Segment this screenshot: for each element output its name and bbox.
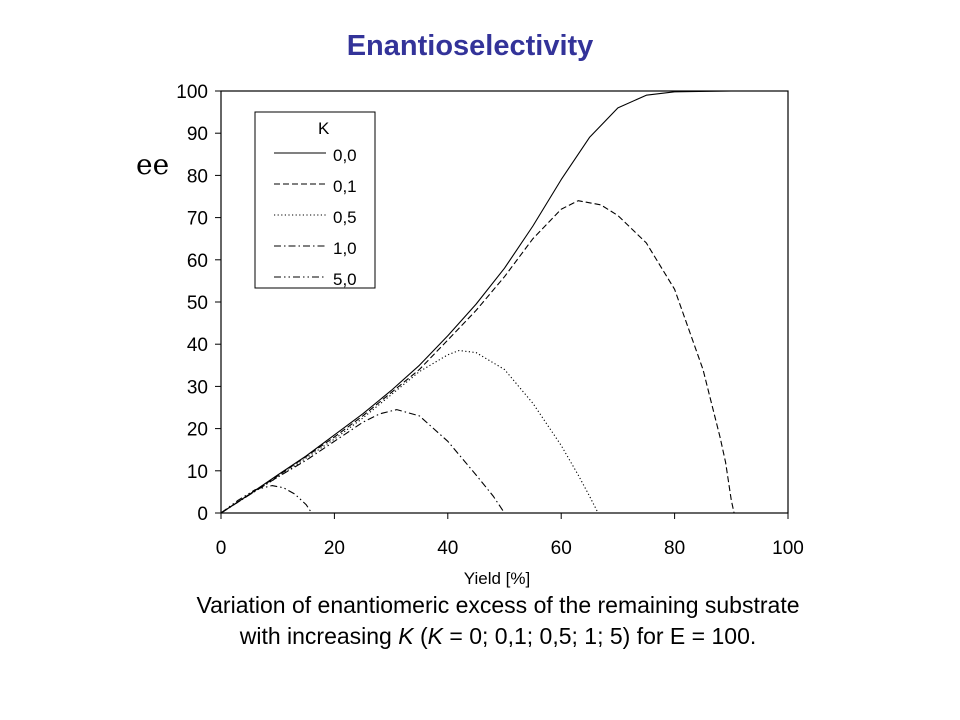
y-tick-label: 80 — [187, 166, 208, 187]
series-line-k-0-5 — [220, 349, 599, 514]
caption-k: K — [427, 623, 443, 649]
x-axis: 0 20 40 60 80 100 — [216, 513, 804, 559]
legend-title: K — [318, 119, 330, 138]
y-axis: 0 10 20 30 40 50 60 70 80 90 100 — [176, 82, 221, 525]
series-line-k-0-1 — [220, 200, 735, 514]
y-tick-label: 100 — [176, 82, 208, 103]
series-group — [220, 90, 788, 514]
y-tick-label: 60 — [187, 251, 208, 272]
x-tick-label: 20 — [324, 538, 345, 559]
caption-line-1: Variation of enantiomeric excess of the … — [196, 592, 800, 618]
y-tick-label: 20 — [187, 420, 208, 441]
y-tick-label: 90 — [187, 124, 208, 145]
caption-text: ( — [413, 623, 428, 649]
y-tick-label: 40 — [187, 335, 208, 356]
y-axis-label: ee — [136, 148, 169, 181]
legend-label: 0,0 — [333, 146, 357, 165]
y-tick-label: 50 — [187, 293, 208, 314]
caption-text: = 0; 0,1; 0,5; 1; 5) for E = 100. — [443, 623, 757, 649]
legend: K 0,0 0,1 0,5 1,0 5,0 — [254, 111, 376, 289]
y-tick-label: 30 — [187, 377, 208, 398]
legend-label: 0,1 — [333, 177, 357, 196]
legend-box — [254, 111, 376, 289]
x-tick-label: 0 — [216, 538, 227, 559]
series-line-k-5-0 — [220, 485, 313, 514]
y-tick-label: 70 — [187, 209, 208, 230]
x-tick-label: 40 — [437, 538, 458, 559]
x-tick-label: 60 — [551, 538, 572, 559]
caption-line-2: with increasing K (K = 0; 0,1; 0,5; 1; 5… — [0, 621, 960, 652]
caption: Variation of enantiomeric excess of the … — [0, 590, 960, 652]
chart-title: Enantioselectivity — [346, 30, 594, 62]
x-tick-label: 80 — [664, 538, 685, 559]
x-tick-label: 100 — [772, 538, 804, 559]
y-tick-label: 0 — [197, 504, 208, 525]
y-tick-label: 10 — [187, 462, 208, 483]
legend-label: 5,0 — [333, 270, 357, 289]
legend-label: 0,5 — [333, 208, 357, 227]
x-axis-label: Yield [%] — [464, 569, 530, 588]
legend-label: 1,0 — [333, 239, 357, 258]
caption-text: with increasing — [239, 623, 399, 649]
series-line-k-1-0 — [220, 409, 505, 514]
caption-k: K — [398, 623, 414, 649]
